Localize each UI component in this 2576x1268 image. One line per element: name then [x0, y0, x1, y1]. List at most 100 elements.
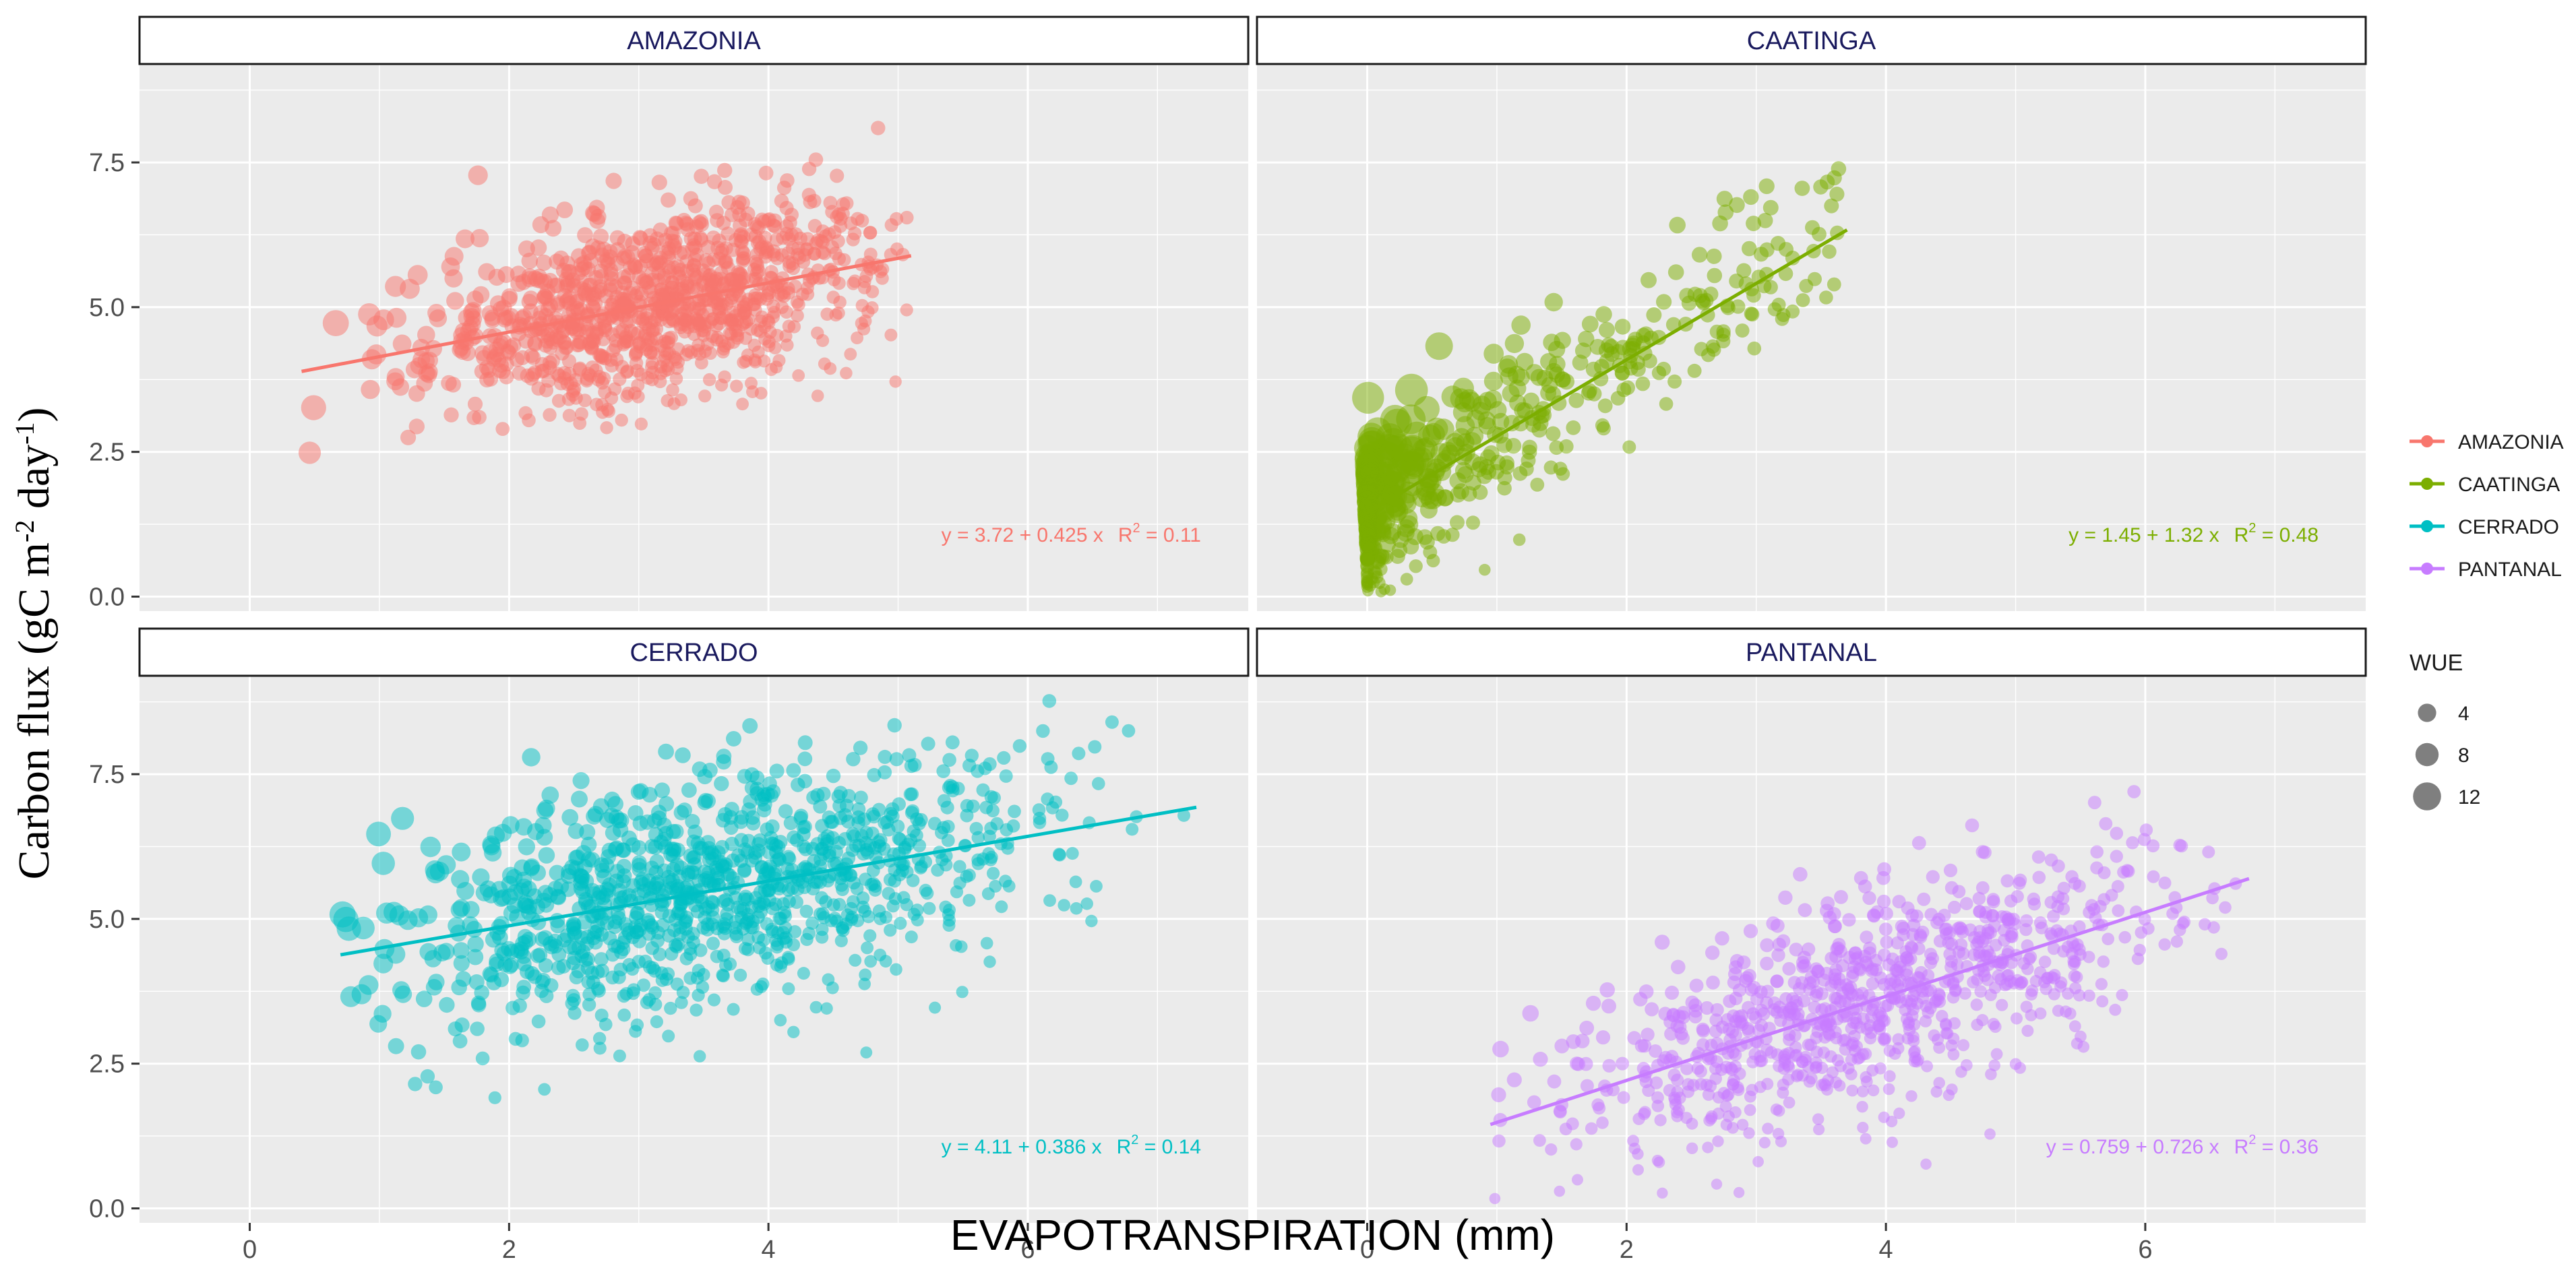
data-point — [550, 889, 566, 905]
data-point — [613, 324, 627, 339]
data-point — [795, 875, 809, 889]
y-tick-label: 0.0 — [89, 1195, 125, 1224]
data-point — [1940, 1027, 1953, 1040]
data-point — [1504, 334, 1525, 354]
data-point — [714, 311, 728, 325]
data-point — [1508, 379, 1527, 398]
data-point — [1760, 956, 1774, 971]
data-point — [572, 362, 587, 377]
data-point — [894, 916, 907, 930]
data-point — [668, 939, 683, 953]
data-point — [2102, 932, 2114, 945]
data-point — [1008, 804, 1021, 819]
data-point — [825, 240, 840, 254]
data-point — [1705, 945, 1720, 960]
data-point — [408, 418, 425, 435]
data-point — [1595, 1030, 1611, 1045]
data-point — [832, 307, 845, 320]
data-point — [456, 229, 474, 249]
size-legend-dot — [2418, 703, 2436, 722]
data-point — [594, 952, 609, 967]
data-point — [1797, 994, 1811, 1008]
data-point — [1687, 363, 1702, 378]
data-point — [811, 326, 824, 340]
data-point — [694, 313, 708, 328]
data-point — [1522, 1005, 1539, 1022]
data-point — [1413, 395, 1440, 422]
data-point — [1483, 344, 1504, 364]
data-point — [488, 1091, 501, 1104]
data-point — [613, 1049, 626, 1063]
data-point — [503, 957, 520, 973]
data-point — [2083, 989, 2095, 1002]
data-point — [1361, 565, 1374, 579]
data-point — [1642, 353, 1657, 369]
data-point — [575, 884, 591, 899]
data-point — [698, 901, 712, 916]
data-point — [1778, 890, 1793, 906]
data-point — [1808, 272, 1822, 286]
data-point — [675, 996, 688, 1009]
data-point — [683, 972, 698, 985]
data-point — [1945, 937, 1959, 951]
data-point — [405, 360, 423, 379]
data-point — [2017, 957, 2031, 970]
data-point — [983, 955, 996, 968]
data-point — [2135, 926, 2148, 939]
data-point — [797, 967, 810, 980]
data-point — [1599, 353, 1615, 369]
data-point — [1057, 899, 1070, 912]
data-point — [651, 175, 667, 191]
data-point — [1762, 199, 1779, 216]
data-point — [1760, 984, 1775, 998]
data-point — [1548, 366, 1566, 383]
data-point — [495, 364, 511, 379]
data-point — [1770, 974, 1784, 988]
data-point — [969, 821, 983, 835]
y-tick-label: 2.5 — [89, 439, 125, 467]
data-point — [594, 247, 610, 263]
data-point — [1905, 994, 1918, 1008]
data-point — [467, 396, 483, 412]
data-point — [995, 900, 1008, 914]
data-point — [2013, 873, 2027, 887]
data-point — [756, 977, 770, 991]
data-point — [1744, 307, 1758, 321]
data-point — [1711, 1178, 1723, 1190]
data-point — [1933, 1077, 1945, 1089]
data-point — [1702, 1088, 1715, 1101]
data-point — [854, 790, 868, 805]
data-point — [863, 226, 877, 240]
data-point — [736, 398, 749, 411]
data-point — [1900, 964, 1913, 978]
data-point — [466, 290, 484, 308]
data-point — [743, 794, 758, 809]
data-point — [1715, 931, 1729, 946]
data-point — [888, 892, 902, 906]
data-point — [636, 274, 650, 289]
data-point — [829, 845, 844, 859]
data-point — [641, 371, 655, 385]
data-point — [1989, 1021, 2002, 1033]
data-point — [571, 790, 588, 808]
data-point — [1924, 956, 1938, 970]
data-point — [578, 393, 592, 408]
data-point — [869, 879, 882, 893]
data-point — [1491, 1087, 1506, 1102]
data-point — [927, 817, 942, 831]
data-point — [1860, 930, 1874, 944]
data-point — [782, 852, 797, 866]
data-point — [904, 930, 918, 944]
y-tick-label: 7.5 — [89, 761, 125, 789]
equation-r2-exponent: 2 — [2248, 1133, 2256, 1147]
data-point — [1525, 364, 1543, 381]
x-tick-label: 4 — [1879, 1236, 1893, 1264]
equation-lhs: y = 0.759 + 0.726 x — [2046, 1136, 2219, 1158]
data-point — [1417, 529, 1433, 545]
data-point — [1933, 995, 1946, 1009]
data-point — [1639, 1075, 1653, 1089]
data-point — [361, 379, 380, 400]
data-point — [895, 858, 909, 872]
data-point — [849, 953, 862, 967]
data-point — [2044, 927, 2058, 940]
